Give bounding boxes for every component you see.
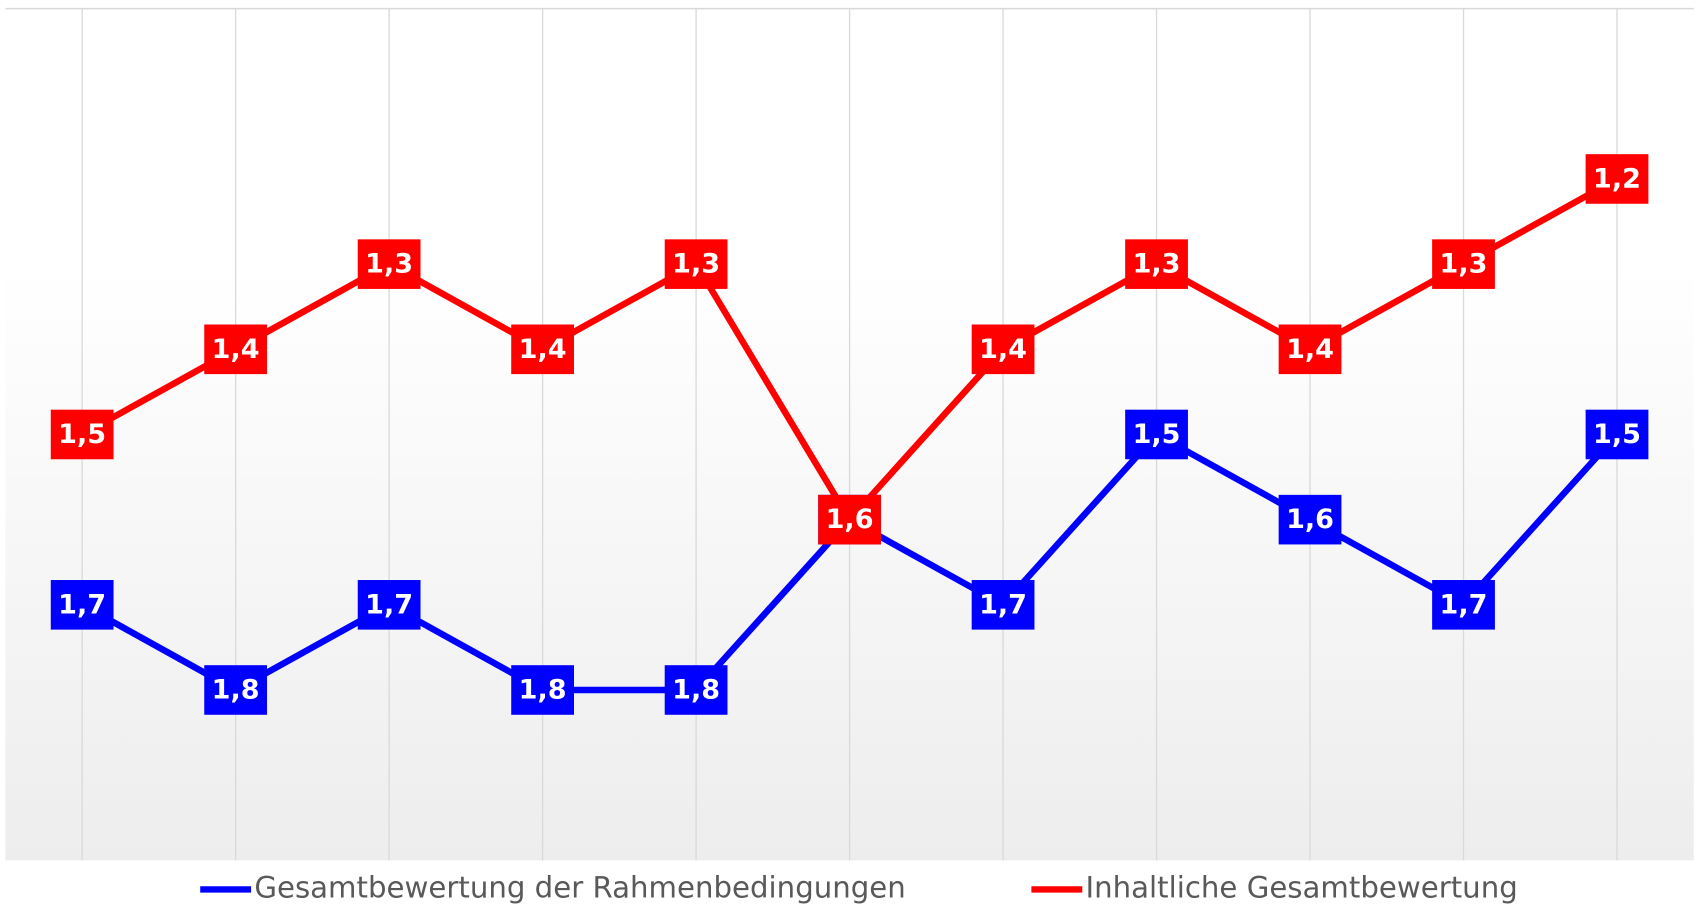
data-label: 1,7 (1440, 589, 1488, 620)
data-label-box (1278, 494, 1342, 545)
data-label-box (50, 580, 114, 630)
data-label-box (818, 494, 881, 545)
data-label: 1,3 (365, 249, 413, 280)
data-label: 1,7 (58, 589, 106, 620)
legend-label: Inhaltliche Gesamtbewertung (1086, 870, 1518, 904)
data-label: 1,5 (1593, 419, 1641, 450)
data-label-box (1585, 409, 1649, 460)
data-label: 1,8 (212, 675, 260, 706)
data-label: 1,4 (979, 334, 1027, 365)
data-label: 1,4 (519, 334, 567, 365)
data-label-box (204, 665, 268, 715)
data-label-box (50, 409, 114, 460)
data-label-box (204, 324, 268, 375)
data-label-box (511, 665, 574, 715)
data-label: 1,6 (1286, 504, 1334, 535)
data-label-box (1432, 580, 1495, 630)
data-label-box (511, 324, 574, 375)
data-label: 1,3 (1440, 249, 1488, 280)
data-label: 1,4 (1286, 334, 1334, 365)
data-label: 1,8 (519, 675, 567, 706)
data-label-box (1432, 239, 1495, 289)
legend-label: Gesamtbewertung der Rahmenbedingungen (254, 870, 905, 904)
data-label-box (971, 580, 1035, 630)
data-label-box (664, 665, 728, 715)
data-label: 1,7 (365, 589, 413, 620)
data-label-box (664, 239, 728, 289)
data-label: 1,5 (58, 419, 106, 450)
data-label: 1,5 (1133, 419, 1181, 450)
data-label: 1,2 (1593, 164, 1641, 195)
data-label: 1,3 (672, 249, 720, 280)
data-label: 1,7 (979, 589, 1027, 620)
data-label-box (1125, 239, 1188, 289)
data-label-box (1278, 324, 1342, 375)
data-label-box (357, 239, 421, 289)
legend: Gesamtbewertung der Rahmenbedingungen Inh… (200, 870, 1518, 904)
data-label: 1,3 (1133, 249, 1181, 280)
data-label-box (1585, 154, 1649, 204)
data-label: 1,8 (672, 675, 720, 706)
value-labels: 1,7 1,8 1,7 1,8 1,8 1,6 1,7 1,5 1,6 1,7 1,5 1,5 1,4 1… (50, 154, 1649, 715)
data-label-box (357, 580, 421, 630)
data-label: 1,4 (212, 334, 260, 365)
data-label-box (1125, 409, 1188, 460)
data-label: 1,6 (826, 504, 874, 535)
data-label-box (971, 324, 1035, 375)
